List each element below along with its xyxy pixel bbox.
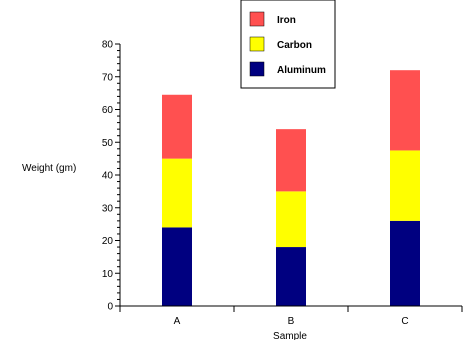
bar-segment-aluminum [162,227,192,306]
x-tick-label: A [174,316,181,327]
bar-segment-aluminum [276,247,306,306]
legend-label-aluminum: Aluminum [277,65,326,76]
y-tick-label: 10 [102,269,114,280]
y-tick-label: 0 [107,302,113,313]
bar-segment-iron [162,94,192,159]
legend-label-carbon: Carbon [277,40,312,51]
bar-segment-iron [276,129,306,192]
x-tick-label: B [288,316,295,327]
bar-segment-iron [390,70,420,151]
bar-segment-carbon [162,158,192,228]
bar-segment-aluminum [390,220,420,306]
y-tick-label: 20 [102,236,114,247]
legend-label-iron: Iron [277,15,296,26]
y-tick-label: 50 [102,138,114,149]
bar-segment-carbon [390,150,420,221]
y-tick-label: 40 [102,171,114,182]
x-axis: A B C [119,305,463,327]
legend-swatch-carbon [249,36,265,52]
y-axis: 0 10 20 30 40 50 60 70 80 [102,40,121,313]
y-tick-label: 80 [102,40,114,51]
bar-group [162,70,420,306]
y-tick-label: 30 [102,203,114,214]
bar-segment-carbon [276,191,306,248]
y-tick-label: 70 [102,72,114,83]
y-tick-label: 60 [102,105,114,116]
legend-swatch-aluminum [249,61,265,77]
x-tick-label: C [401,316,408,327]
x-axis-title: Sample [273,331,307,340]
y-axis-title: Weight (gm) [22,163,76,174]
legend-swatch-iron [249,11,265,27]
legend: Iron Carbon Aluminum [240,0,336,89]
